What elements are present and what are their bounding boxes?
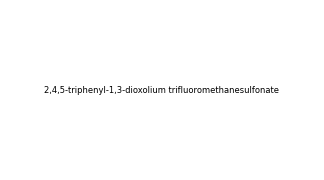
Text: 2,4,5-triphenyl-1,3-dioxolium trifluoromethanesulfonate: 2,4,5-triphenyl-1,3-dioxolium trifluorom… xyxy=(44,86,280,94)
